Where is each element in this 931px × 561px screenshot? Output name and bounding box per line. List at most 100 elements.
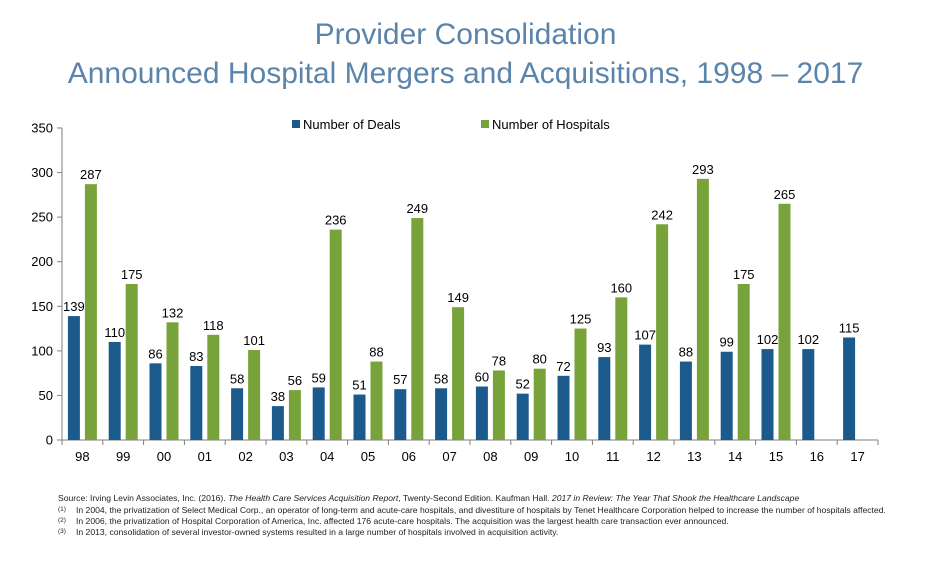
deals-value-label-09: 52 (515, 377, 529, 392)
hospitals-value-label-99: 175 (121, 267, 143, 282)
hospitals-bar-99 (125, 284, 138, 440)
deals-bar-10 (557, 375, 570, 440)
source-line: Source: Irving Levin Associates, Inc. (2… (58, 493, 924, 504)
deals-value-label-17: 115 (839, 320, 860, 335)
x-tick-label-15: 15 (769, 449, 783, 464)
source-title-2: 2017 in Review: The Year That Shook the … (551, 493, 800, 503)
deals-value-label-16: 102 (797, 332, 819, 347)
deals-value-label-11: 93 (597, 340, 611, 355)
deals-value-label-08: 60 (475, 370, 489, 385)
footnote-1: (1) In 2004, the privatization of Select… (58, 505, 924, 516)
legend-hospitals-swatch (481, 120, 489, 128)
hospitals-bar-07 (452, 307, 465, 440)
deals-bar-00 (149, 363, 162, 440)
deals-bar-13 (679, 361, 692, 440)
x-tick-label-98: 98 (75, 449, 89, 464)
x-tick-label-03: 03 (279, 449, 293, 464)
deals-bar-03 (271, 406, 284, 440)
x-tick-label-17: 17 (850, 449, 864, 464)
deals-value-label-05: 51 (352, 378, 366, 393)
hospitals-value-label-07: 149 (447, 290, 469, 305)
hospitals-value-label-14: 175 (733, 267, 755, 282)
hospitals-bar-02 (248, 349, 261, 440)
y-tick-label-300: 300 (31, 165, 53, 180)
hospitals-value-label-02: 101 (243, 333, 265, 348)
hospitals-bar-12 (656, 224, 669, 440)
hospitals-bar-11 (615, 297, 628, 440)
deals-value-label-98: 139 (63, 299, 85, 314)
y-tick-label-250: 250 (31, 210, 53, 225)
y-tick-label-50: 50 (39, 388, 53, 403)
hospitals-value-label-00: 132 (162, 305, 184, 320)
x-tick-label-05: 05 (361, 449, 375, 464)
legend-deals-swatch (292, 120, 300, 128)
hospitals-bar-01 (207, 334, 220, 440)
x-tick-label-14: 14 (728, 449, 742, 464)
deals-value-label-07: 58 (434, 371, 448, 386)
x-tick-label-02: 02 (238, 449, 252, 464)
deals-bar-06 (394, 389, 407, 440)
deals-value-label-14: 99 (719, 335, 733, 350)
x-tick-label-07: 07 (442, 449, 456, 464)
deals-bar-15 (761, 349, 774, 440)
deals-bar-02 (231, 388, 244, 440)
hospitals-bar-05 (370, 361, 383, 440)
hospitals-bar-09 (533, 368, 546, 440)
hospitals-value-label-98: 287 (80, 167, 102, 182)
deals-value-label-03: 38 (271, 389, 285, 404)
footnote-3: (3) In 2013, consolidation of several in… (58, 527, 924, 538)
deals-bar-04 (312, 387, 325, 440)
deals-value-label-99: 110 (104, 325, 125, 340)
deals-bar-16 (802, 349, 815, 440)
deals-bar-11 (598, 357, 611, 440)
hospitals-value-label-08: 78 (492, 353, 506, 368)
hospitals-value-label-12: 242 (651, 207, 673, 222)
deals-bar-98 (67, 316, 80, 440)
source-prefix: Source: Irving Levin Associates, Inc. (2… (58, 493, 229, 503)
y-tick-label-150: 150 (31, 299, 53, 314)
x-tick-label-06: 06 (402, 449, 416, 464)
hospitals-bar-15 (778, 203, 791, 440)
x-tick-label-13: 13 (687, 449, 701, 464)
x-tick-label-12: 12 (646, 449, 660, 464)
y-tick-label-100: 100 (31, 343, 53, 358)
hospitals-value-label-01: 118 (203, 318, 224, 333)
source-title-1: The Health Care Services Acquisition Rep… (228, 493, 399, 503)
hospitals-value-label-06: 249 (406, 201, 428, 216)
hospitals-bar-03 (288, 390, 301, 440)
x-tick-label-04: 04 (320, 449, 334, 464)
hospitals-bar-08 (492, 370, 505, 440)
hospitals-value-label-15: 265 (774, 187, 796, 202)
hospitals-value-label-03: 56 (288, 373, 302, 388)
deals-bar-17 (843, 337, 856, 440)
hospitals-value-label-05: 88 (369, 345, 383, 360)
footnote-2-text: In 2006, the privatization of Hospital C… (76, 516, 729, 526)
x-tick-label-10: 10 (565, 449, 579, 464)
hospitals-value-label-04: 236 (325, 213, 347, 228)
deals-bar-12 (639, 344, 652, 440)
hospitals-value-label-09: 80 (532, 352, 546, 367)
hospitals-bar-10 (574, 328, 587, 440)
footnote-1-text: In 2004, the privatization of Select Med… (76, 505, 886, 515)
hospitals-bar-98 (84, 184, 97, 440)
y-tick-label-0: 0 (46, 433, 53, 448)
deals-value-label-15: 102 (757, 332, 779, 347)
footnote-3-text: In 2013, consolidation of several invest… (76, 527, 559, 537)
legend-hospitals-label: Number of Hospitals (492, 117, 610, 132)
deals-bar-07 (435, 388, 448, 440)
deals-value-label-10: 72 (556, 359, 570, 374)
hospitals-bar-13 (696, 178, 709, 440)
footnote-2: (2) In 2006, the privatization of Hospit… (58, 516, 924, 527)
footnote-2-mark: (2) (58, 517, 66, 524)
footnote-3-mark: (3) (58, 528, 66, 535)
footnote-1-mark: (1) (58, 506, 66, 513)
x-tick-label-09: 09 (524, 449, 538, 464)
hospitals-value-label-11: 160 (610, 280, 632, 295)
x-tick-label-08: 08 (483, 449, 497, 464)
deals-bar-01 (190, 366, 203, 440)
source-mid: , Twenty-Second Edition. Kaufman Hall. (398, 493, 552, 503)
deals-bar-14 (720, 351, 733, 440)
deals-value-label-12: 107 (634, 328, 656, 343)
deals-bar-99 (108, 341, 121, 440)
x-tick-label-99: 99 (116, 449, 130, 464)
